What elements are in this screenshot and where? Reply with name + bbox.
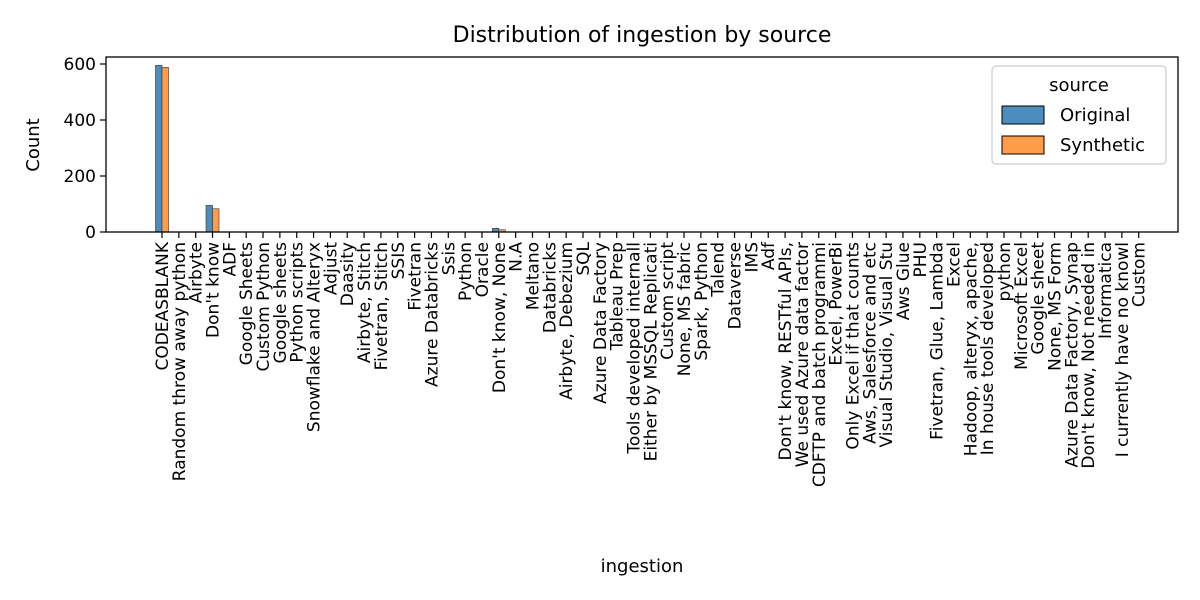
x-tick-label-1: Random throw away python <box>170 242 190 481</box>
x-tick-label-2: Airbyte <box>187 242 207 303</box>
x-axis-label: ingestion <box>601 556 684 577</box>
legend-swatch-original <box>1001 105 1045 125</box>
x-tick-label-52: Google sheet <box>1029 242 1049 355</box>
x-tick-label-21: N.A <box>507 242 527 272</box>
legend-swatch-synthetic <box>1001 135 1045 155</box>
x-tick-label-30: Custom script <box>658 242 678 360</box>
chart-title: Distribution of ingestion by source <box>453 23 832 48</box>
x-tick-label-23: Databricks <box>540 242 560 333</box>
x-tick-label-17: Ssis <box>439 242 459 275</box>
x-tick-label-54: Azure Data Factory, Synap <box>1062 242 1082 468</box>
x-tick-label-53: None, MS Form <box>1046 242 1066 371</box>
x-tick-label-57: I currently have no knowl <box>1113 242 1133 457</box>
x-tick-label-15: Fivetran <box>406 242 426 311</box>
x-tick-label-55: Don't know, Not needed in <box>1079 242 1099 469</box>
x-tick-label-36: Adf <box>759 241 779 270</box>
y-axis-label: Count <box>23 118 44 171</box>
x-tick-label-48: Hadoop, alteryx, apache, <box>961 242 981 456</box>
x-tick-label-51: Microsoft Excel <box>1012 242 1032 370</box>
bar-original-3 <box>205 205 213 233</box>
x-tick-label-12: Airbyte, Stitch <box>355 242 375 363</box>
x-tick-label-50: python <box>995 242 1015 301</box>
x-tick-label-22: Meltano <box>523 242 543 310</box>
x-tick-label-13: Fivetran, Stitch <box>372 242 392 370</box>
y-tick-label-2: 400 <box>64 111 96 131</box>
legend-label-original: Original <box>1060 105 1130 126</box>
x-tick-label-11: Daasity <box>338 242 358 306</box>
x-tick-label-8: Python scripts <box>288 242 308 363</box>
x-tick-label-35: IMS <box>742 242 762 272</box>
y-tick-label-3: 600 <box>64 55 96 75</box>
legend: source Original Synthetic <box>991 65 1167 165</box>
x-tick-label-41: Only Excel if that counts <box>843 242 863 450</box>
x-tick-label-43: Visual Studio, Visual Stu <box>877 242 897 448</box>
x-tick-label-31: None, MS fabric <box>675 242 695 376</box>
y-tick-label-1: 200 <box>64 167 96 187</box>
x-tick-label-45: PHU <box>911 242 931 277</box>
x-tick-label-19: Oracle <box>473 242 493 297</box>
x-tick-label-38: We used Azure data factor <box>793 242 813 467</box>
x-tick-label-39: CDFTP and batch programmi <box>810 242 830 487</box>
x-tick-label-28: Tools developed internall <box>625 242 645 455</box>
x-tick-label-58: Custom <box>1130 242 1150 307</box>
y-axis: 0 200 400 600 <box>64 55 106 243</box>
x-tick-label-47: Excel <box>944 242 964 287</box>
legend-label-synthetic: Synthetic <box>1060 135 1145 156</box>
bar-synthetic-3 <box>212 208 220 233</box>
x-tick-label-7: Google sheets <box>271 242 291 364</box>
x-tick-label-29: Either by MSSQL Replicati <box>641 242 661 461</box>
x-tick-label-14: SSIS <box>389 242 409 279</box>
x-tick-label-9: Snowflake and Alteryx <box>305 242 325 432</box>
x-tick-label-4: ADF <box>220 242 240 277</box>
bars-layer <box>155 65 506 233</box>
x-tick-label-25: SQL <box>574 241 594 275</box>
x-tick-label-34: Dataverse <box>726 242 746 329</box>
x-tick-label-26: Azure Data Factory <box>591 242 611 404</box>
x-tick-label-37: Don't know, RESTful APIs, <box>776 242 796 461</box>
x-tick-label-20: Don't know, None <box>490 242 510 393</box>
bar-synthetic-0 <box>161 67 169 233</box>
x-tick-label-0: CODEASBLANK <box>153 241 173 370</box>
bar-original-0 <box>155 65 163 233</box>
legend-title: source <box>1049 75 1109 96</box>
plot-frame <box>105 56 1179 233</box>
x-tick-label-33: Talend <box>709 242 729 298</box>
x-tick-label-49: In house tools developed <box>978 242 998 455</box>
x-tick-label-24: Airbyte, Debezium <box>557 242 577 400</box>
x-tick-label-44: Aws Glue <box>894 242 914 320</box>
x-tick-label-32: Spark, Python <box>692 242 712 361</box>
x-tick-label-40: Excel, PowerBi <box>827 242 847 366</box>
x-tick-label-16: Azure Databricks <box>422 242 442 387</box>
x-tick-label-6: Custom Python <box>254 242 274 371</box>
y-tick-label-0: 0 <box>85 223 96 243</box>
x-tick-label-42: Aws, Salesforce and etc <box>860 242 880 444</box>
x-tick-label-56: Informatica <box>1096 242 1116 339</box>
x-tick-label-46: Fivetran, Glue, Lambda <box>928 242 948 440</box>
x-tick-label-27: Tableau Prep <box>608 242 628 351</box>
x-tick-label-18: Python <box>456 242 476 301</box>
x-tick-label-5: Google Sheets <box>237 242 257 366</box>
x-tick-label-3: Don't know <box>204 242 224 338</box>
x-tick-label-10: Adjust <box>321 242 341 295</box>
